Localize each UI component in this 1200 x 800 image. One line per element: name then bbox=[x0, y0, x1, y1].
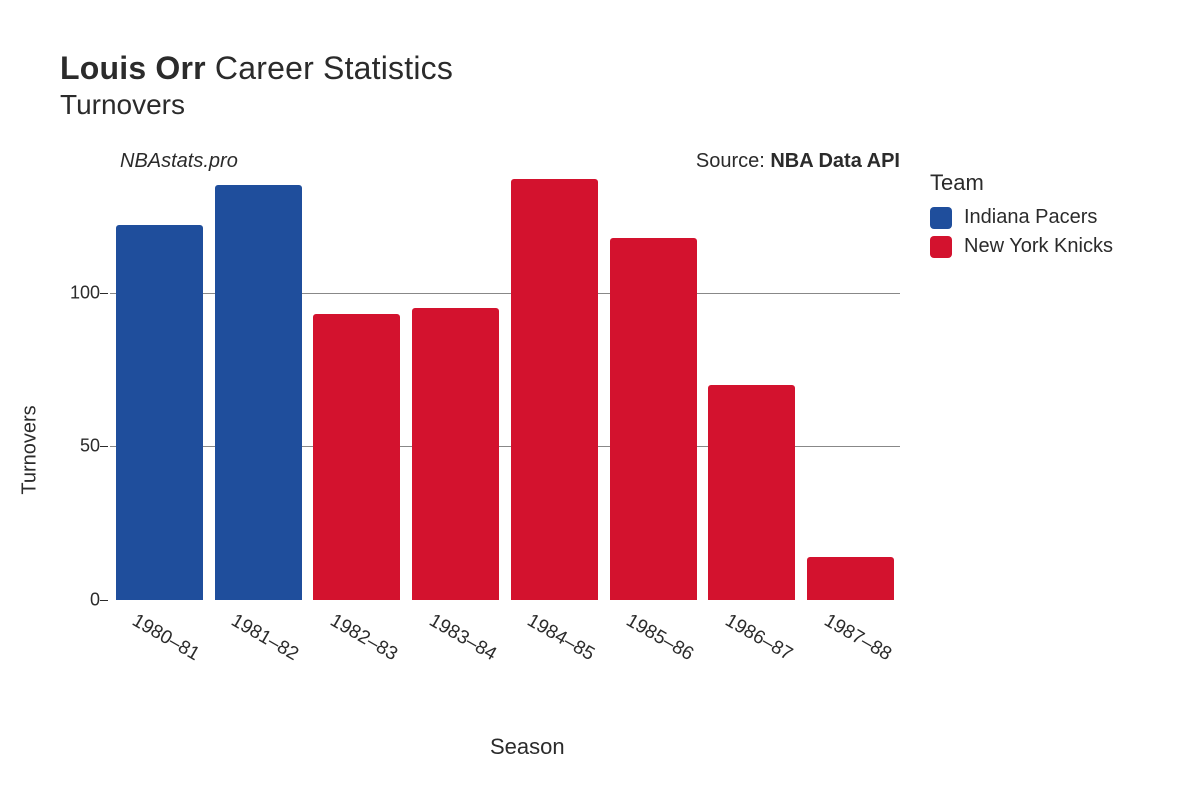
legend-label: Indiana Pacers bbox=[964, 206, 1097, 229]
plot-area: 0501001980–811981–821982–831983–841984–8… bbox=[110, 170, 900, 600]
x-tick-label: 1984–85 bbox=[523, 610, 598, 666]
legend-items: Indiana Pacers New York Knicks bbox=[930, 206, 1113, 258]
x-tick-label: 1983–84 bbox=[425, 610, 500, 666]
x-tick-label: 1981–82 bbox=[227, 610, 302, 666]
source-prefix: Source: bbox=[696, 150, 770, 172]
chart-area: Turnovers 0501001980–811981–821982–83198… bbox=[60, 170, 1160, 730]
x-axis-label: Season bbox=[490, 734, 565, 760]
title-block: Louis Orr Career Statistics Turnovers bbox=[60, 50, 1160, 121]
x-tick-label: 1980–81 bbox=[128, 610, 203, 666]
legend-swatch bbox=[930, 236, 952, 258]
legend-title: Team bbox=[930, 170, 1113, 196]
y-tick-label: 0 bbox=[90, 590, 100, 611]
y-tick-label: 50 bbox=[80, 436, 100, 457]
legend-label: New York Knicks bbox=[964, 235, 1113, 258]
bar bbox=[116, 225, 203, 600]
x-tick-label: 1982–83 bbox=[326, 610, 401, 666]
legend-item: New York Knicks bbox=[930, 235, 1113, 258]
title-suffix: Career Statistics bbox=[206, 50, 453, 86]
y-tick-label: 100 bbox=[70, 282, 100, 303]
x-tick-label: 1987–88 bbox=[820, 610, 895, 666]
bar bbox=[708, 385, 795, 600]
chart-subtitle: Turnovers bbox=[60, 89, 1160, 121]
chart-container: Louis Orr Career Statistics Turnovers NB… bbox=[0, 0, 1200, 800]
bar bbox=[313, 314, 400, 600]
bar bbox=[807, 557, 894, 600]
y-axis-label: Turnovers bbox=[19, 405, 42, 494]
bar bbox=[511, 179, 598, 600]
legend: Team Indiana Pacers New York Knicks bbox=[930, 170, 1113, 264]
legend-item: Indiana Pacers bbox=[930, 206, 1113, 229]
legend-swatch bbox=[930, 207, 952, 229]
bar bbox=[215, 185, 302, 600]
y-tick bbox=[100, 446, 108, 447]
player-name: Louis Orr bbox=[60, 50, 206, 86]
chart-title: Louis Orr Career Statistics bbox=[60, 50, 1160, 87]
y-tick bbox=[100, 293, 108, 294]
x-tick-label: 1985–86 bbox=[622, 610, 697, 666]
bar bbox=[610, 238, 697, 600]
x-tick-label: 1986–87 bbox=[721, 610, 796, 666]
y-tick bbox=[100, 600, 108, 601]
bar bbox=[412, 308, 499, 600]
source-name: NBA Data API bbox=[770, 150, 900, 172]
